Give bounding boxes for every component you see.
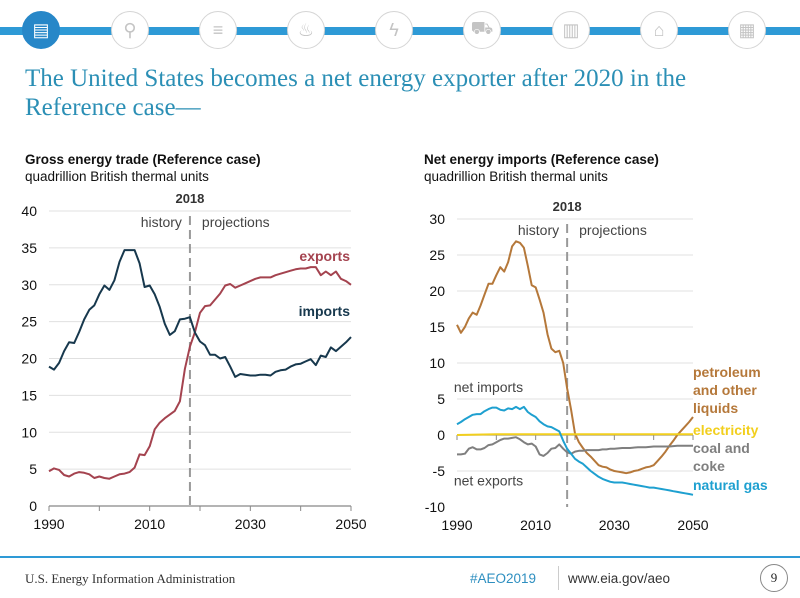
x-tick-label: 2030 — [599, 517, 630, 533]
petroleum-and-other-liquids-legend-label: liquids — [693, 400, 738, 416]
y-tick-label: 20 — [429, 283, 445, 299]
y-tick-label: 15 — [21, 387, 37, 403]
x-tick-label: 2030 — [235, 516, 266, 532]
history-label: history — [141, 214, 182, 230]
x-tick-label: 1990 — [441, 517, 472, 533]
x-tick-label: 2010 — [134, 516, 165, 532]
projections-label: projections — [579, 222, 647, 238]
factory-icon[interactable]: ⌂ — [640, 11, 678, 49]
footer-separator — [558, 566, 559, 590]
document-icon[interactable]: ▦ — [728, 11, 766, 49]
coal-and-coke-legend-label: coke — [693, 458, 725, 474]
footer-divider — [0, 556, 800, 558]
y-tick-label: 35 — [21, 240, 37, 256]
right-chart-title: Net energy imports (Reference case) — [424, 152, 659, 167]
building-icon[interactable]: ▥ — [552, 11, 590, 49]
gross-energy-trade-chart: 0 5 10 15 20 25 30 35 40 1990 2010 2030 2050 2018 hist… — [21, 191, 366, 532]
electricity-legend-label: electricity — [693, 422, 759, 438]
footer-url-link[interactable]: www.eia.gov/aeo — [568, 571, 671, 586]
y-tick-label: 20 — [21, 351, 37, 367]
overview-icon[interactable]: ▤ — [22, 11, 60, 49]
imports-line — [48, 249, 352, 378]
y-tick-label: 30 — [21, 277, 37, 293]
electricity-line — [456, 433, 693, 436]
y-tick-label: 30 — [429, 211, 445, 227]
exports-line — [48, 266, 352, 480]
imports-legend-label: imports — [299, 303, 351, 319]
right-chart-subtitle: quadrillion British thermal units — [424, 169, 608, 184]
coal-and-coke-line — [457, 436, 693, 457]
section-nav: ▤ ⚲ ≡ ♨ ϟ ⛟ ▥ ⌂ ▦ — [0, 0, 800, 60]
y-tick-label: 5 — [29, 461, 37, 477]
analysis-icon[interactable]: ⚲ — [111, 11, 149, 49]
y-tick-label: 10 — [429, 355, 445, 371]
car-icon[interactable]: ⛟ — [463, 11, 501, 49]
footer-hashtag[interactable]: #AEO2019 — [470, 571, 537, 586]
exports-legend-label: exports — [299, 248, 350, 264]
oil-barrel-icon[interactable]: ≡ — [199, 11, 237, 49]
flame-icon[interactable]: ♨ — [287, 11, 325, 49]
petroleum-and-other-liquids-legend-label: and other — [693, 382, 757, 398]
y-tick-label: 0 — [437, 427, 445, 443]
y-tick-label: 40 — [21, 203, 37, 219]
x-tick-label: 1990 — [33, 516, 64, 532]
y-tick-label: 15 — [429, 319, 445, 335]
natural-gas-legend-label: natural gas — [693, 477, 768, 493]
footer-organization: U.S. Energy Information Administration — [25, 571, 236, 586]
y-tick-label: 0 — [29, 498, 37, 514]
y-tick-label: 25 — [21, 314, 37, 330]
chart-annotation: net imports — [454, 379, 523, 395]
y-tick-label: 25 — [429, 247, 445, 263]
y-tick-label: 5 — [437, 391, 445, 407]
y-tick-label: 10 — [21, 424, 37, 440]
x-tick-label: 2050 — [335, 516, 366, 532]
projections-label: projections — [202, 214, 270, 230]
net-energy-imports-chart: -10 -5 0 5 10 15 20 25 30 1990 2010 2030 2050 2018 his… — [425, 199, 768, 533]
divider-year-label: 2018 — [553, 199, 582, 214]
x-tick-label: 2050 — [677, 517, 708, 533]
slide-title: The United States becomes a net energy e… — [25, 65, 687, 121]
natural-gas-line — [456, 405, 694, 496]
divider-year-label: 2018 — [175, 191, 204, 206]
chart-annotation: net exports — [454, 472, 523, 488]
petroleum-and-other-liquids-legend-label: petroleum — [693, 364, 761, 380]
coal-and-coke-legend-label: coal and — [693, 440, 750, 456]
electricity-icon[interactable]: ϟ — [375, 11, 413, 49]
history-label: history — [518, 222, 559, 238]
left-chart-title: Gross energy trade (Reference case) — [25, 152, 261, 167]
page-number: 9 — [760, 564, 788, 592]
left-chart-subtitle: quadrillion British thermal units — [25, 169, 209, 184]
y-tick-label: -5 — [433, 463, 446, 479]
y-tick-label: -10 — [425, 499, 445, 515]
x-tick-label: 2010 — [520, 517, 551, 533]
